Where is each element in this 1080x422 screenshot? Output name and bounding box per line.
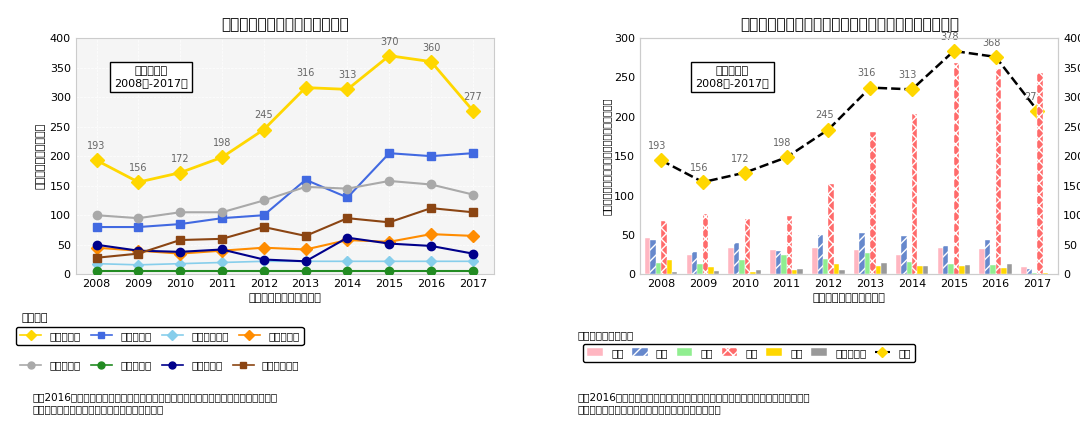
X-axis label: 出願年（優先権主張年）: 出願年（優先権主張年） [813, 293, 886, 303]
Bar [828, 184, 834, 274]
Legend: （５）圧力, （６）電流, （７）流量, （８）ひずみ: （５）圧力, （６）電流, （７）流量, （８）ひずみ [16, 356, 303, 375]
Text: 出願人国籍（地域）: 出願人国籍（地域） [578, 330, 634, 340]
Bar [734, 243, 740, 274]
Bar [1001, 268, 1007, 274]
Bar [895, 254, 901, 274]
Bar [740, 260, 745, 274]
Bar [666, 260, 672, 274]
Bar [687, 254, 692, 274]
Bar [923, 266, 929, 274]
Bar [797, 269, 802, 274]
Bar [745, 219, 751, 274]
Bar [1049, 273, 1054, 274]
Bar [990, 265, 996, 274]
Bar [901, 236, 906, 274]
Bar [728, 248, 734, 274]
Bar [770, 250, 775, 274]
Text: 198: 198 [213, 138, 231, 148]
Bar [672, 272, 677, 274]
Text: 172: 172 [731, 154, 750, 164]
Bar [870, 132, 876, 274]
Bar [980, 249, 985, 274]
Bar [656, 263, 661, 274]
Bar [786, 216, 792, 274]
Text: 245: 245 [815, 111, 834, 120]
Text: 378: 378 [941, 32, 959, 42]
Bar [823, 259, 828, 274]
Bar [698, 264, 703, 274]
Bar [775, 251, 781, 274]
Text: 313: 313 [338, 70, 356, 80]
Bar [703, 214, 708, 274]
Text: 316: 316 [856, 68, 875, 78]
Text: 316: 316 [296, 68, 314, 78]
Bar [985, 241, 990, 274]
Bar [1022, 267, 1027, 274]
Bar [906, 262, 912, 274]
Text: 172: 172 [171, 154, 189, 164]
Text: 193: 193 [648, 141, 666, 151]
Bar [954, 63, 959, 274]
Text: 313: 313 [899, 70, 917, 80]
Bar [708, 267, 714, 274]
Text: 198: 198 [773, 138, 792, 148]
Bar [839, 271, 845, 274]
Text: 注）2016年以降は、データベース収録の遅れ、ＰＣＴ出願の各国移行のずれ等
で、全出願データを反映していない可能性がある。: 注）2016年以降は、データベース収録の遅れ、ＰＣＴ出願の各国移行のずれ等 で、… [578, 392, 810, 414]
Y-axis label: 出願人国籍（地域）別ファミリー件数（件）: 出願人国籍（地域）別ファミリー件数（件） [602, 97, 611, 215]
Text: 優先権主張
2008年-2017年: 優先権主張 2008年-2017年 [696, 66, 769, 88]
Bar [964, 265, 970, 274]
Bar [650, 240, 656, 274]
Bar [918, 266, 923, 274]
Bar [812, 248, 818, 274]
Bar [781, 255, 786, 274]
Bar [1032, 273, 1038, 274]
Bar [959, 265, 964, 274]
Legend: （１）濃度, （２）温度, （３）加速度, （４）厚み: （１）濃度, （２）温度, （３）加速度, （４）厚み [16, 327, 303, 345]
Bar [834, 264, 839, 274]
Text: 156: 156 [689, 163, 708, 173]
Text: 156: 156 [130, 163, 148, 173]
Text: 技術区分: 技術区分 [22, 313, 49, 323]
Text: 368: 368 [983, 38, 1001, 48]
Bar [1027, 269, 1032, 274]
Bar [854, 250, 860, 274]
Bar [876, 266, 881, 274]
Text: 277: 277 [463, 92, 483, 102]
Bar [661, 221, 666, 274]
Bar [996, 70, 1001, 274]
Title: 出願人国籍（地域）別「濃度」のファミリー件数推移: 出願人国籍（地域）別「濃度」のファミリー件数推移 [740, 18, 959, 32]
Text: 277: 277 [1024, 92, 1042, 102]
Legend: 日本, 米国, 欧州, 中国, 韓国, その他国籍, 合計: 日本, 米国, 欧州, 中国, 韓国, その他国籍, 合計 [583, 344, 916, 362]
Text: 193: 193 [87, 141, 106, 151]
Y-axis label: ファミリー件数（件）: ファミリー件数（件） [36, 123, 45, 189]
Bar [881, 263, 887, 274]
Text: 優先権主張
2008年-2017年: 優先権主張 2008年-2017年 [114, 66, 188, 88]
Bar [912, 114, 918, 274]
Bar [937, 248, 943, 274]
Bar [714, 271, 719, 274]
Bar [792, 271, 797, 274]
Bar [948, 264, 954, 274]
X-axis label: 出願年（優先権主張年）: 出願年（優先権主張年） [248, 293, 321, 303]
Bar [818, 235, 823, 274]
Text: 370: 370 [380, 37, 399, 46]
Bar [1043, 273, 1049, 274]
Bar [943, 246, 948, 274]
Text: 注）2016年以降は、データベース収録の遅れ、ＰＣＴ出願の各国移行のずれ等で、
全出願データを反映していない可能性がある。: 注）2016年以降は、データベース収録の遅れ、ＰＣＴ出願の各国移行のずれ等で、 … [32, 392, 278, 414]
Bar [645, 238, 650, 274]
Bar [860, 233, 865, 274]
Title: 測定対象別ファミリー件数推移: 測定対象別ファミリー件数推移 [220, 18, 349, 32]
Text: 245: 245 [255, 111, 273, 120]
Bar [1007, 264, 1012, 274]
Bar [865, 253, 870, 274]
Bar [1038, 73, 1043, 274]
Text: 360: 360 [422, 43, 441, 52]
Bar [751, 272, 756, 274]
Bar [756, 271, 761, 274]
Bar [692, 252, 698, 274]
